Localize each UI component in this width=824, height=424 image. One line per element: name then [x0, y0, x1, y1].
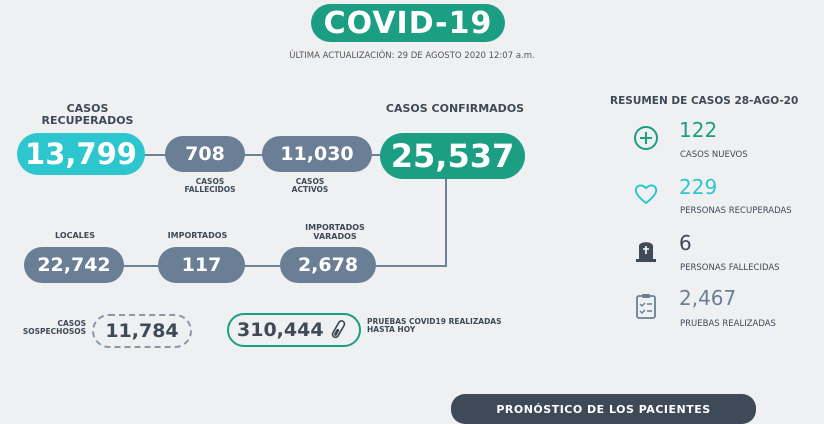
- active-value: 11,030: [262, 136, 372, 172]
- imported-value: 117: [158, 247, 245, 283]
- tests-value: 310,444: [237, 319, 324, 341]
- deaths-label: CASOS FALLECIDOS: [184, 177, 236, 195]
- tests-label: PRUEBAS COVID19 REALIZADAS HASTA HOY: [367, 317, 502, 335]
- recovered-value: 13,799: [17, 133, 145, 175]
- forecast-banner: PRONÓSTICO DE LOS PACIENTES: [451, 394, 756, 424]
- clipboard-icon: [632, 291, 660, 321]
- plus-circle-icon: [632, 124, 660, 152]
- recovered-label: CASOS RECUPERADOS: [41, 102, 134, 128]
- local-label: LOCALES: [55, 231, 95, 240]
- stranded-label: IMPORTADOS VARADOS: [305, 223, 365, 241]
- confirmed-value: 25,537: [380, 133, 525, 179]
- local-value: 22,742: [24, 247, 124, 283]
- last-update-text: ÚLTIMA ACTUALIZACIÓN: 29 DE AGOSTO 2020 …: [289, 51, 535, 61]
- active-label: CASOS ACTIVOS: [291, 177, 329, 195]
- tests-box: 310,444: [227, 313, 361, 347]
- page-title: COVID-19: [311, 4, 505, 42]
- summary-new-cases-value: 122: [679, 118, 718, 142]
- summary-tests-value: 2,467: [679, 286, 737, 310]
- summary-recovered-value: 229: [679, 175, 718, 199]
- suspected-value: 11,784: [92, 314, 192, 348]
- summary-new-cases-label: CASOS NUEVOS: [680, 150, 748, 160]
- imported-label: IMPORTADOS: [167, 231, 228, 240]
- summary-recovered-label: PERSONAS RECUPERADAS: [680, 206, 792, 216]
- connector-line-vertical: [445, 170, 447, 267]
- suspected-label: CASOS SOSPECHOSOS: [22, 319, 86, 337]
- summary-tests-label: PRUEBAS REALIZADAS: [680, 319, 776, 329]
- test-tube-icon: [330, 319, 346, 341]
- summary-deaths-value: 6: [679, 231, 692, 255]
- tombstone-icon: [632, 236, 660, 264]
- forecast-banner-label: PRONÓSTICO DE LOS PACIENTES: [496, 403, 711, 416]
- stranded-value: 2,678: [280, 247, 376, 283]
- heart-icon: [632, 180, 660, 208]
- summary-title: RESUMEN DE CASOS 28-AGO-20: [610, 95, 799, 107]
- confirmed-label: CASOS CONFIRMADOS: [385, 102, 525, 115]
- deaths-value: 708: [165, 136, 245, 172]
- summary-deaths-label: PERSONAS FALLECIDAS: [680, 263, 780, 273]
